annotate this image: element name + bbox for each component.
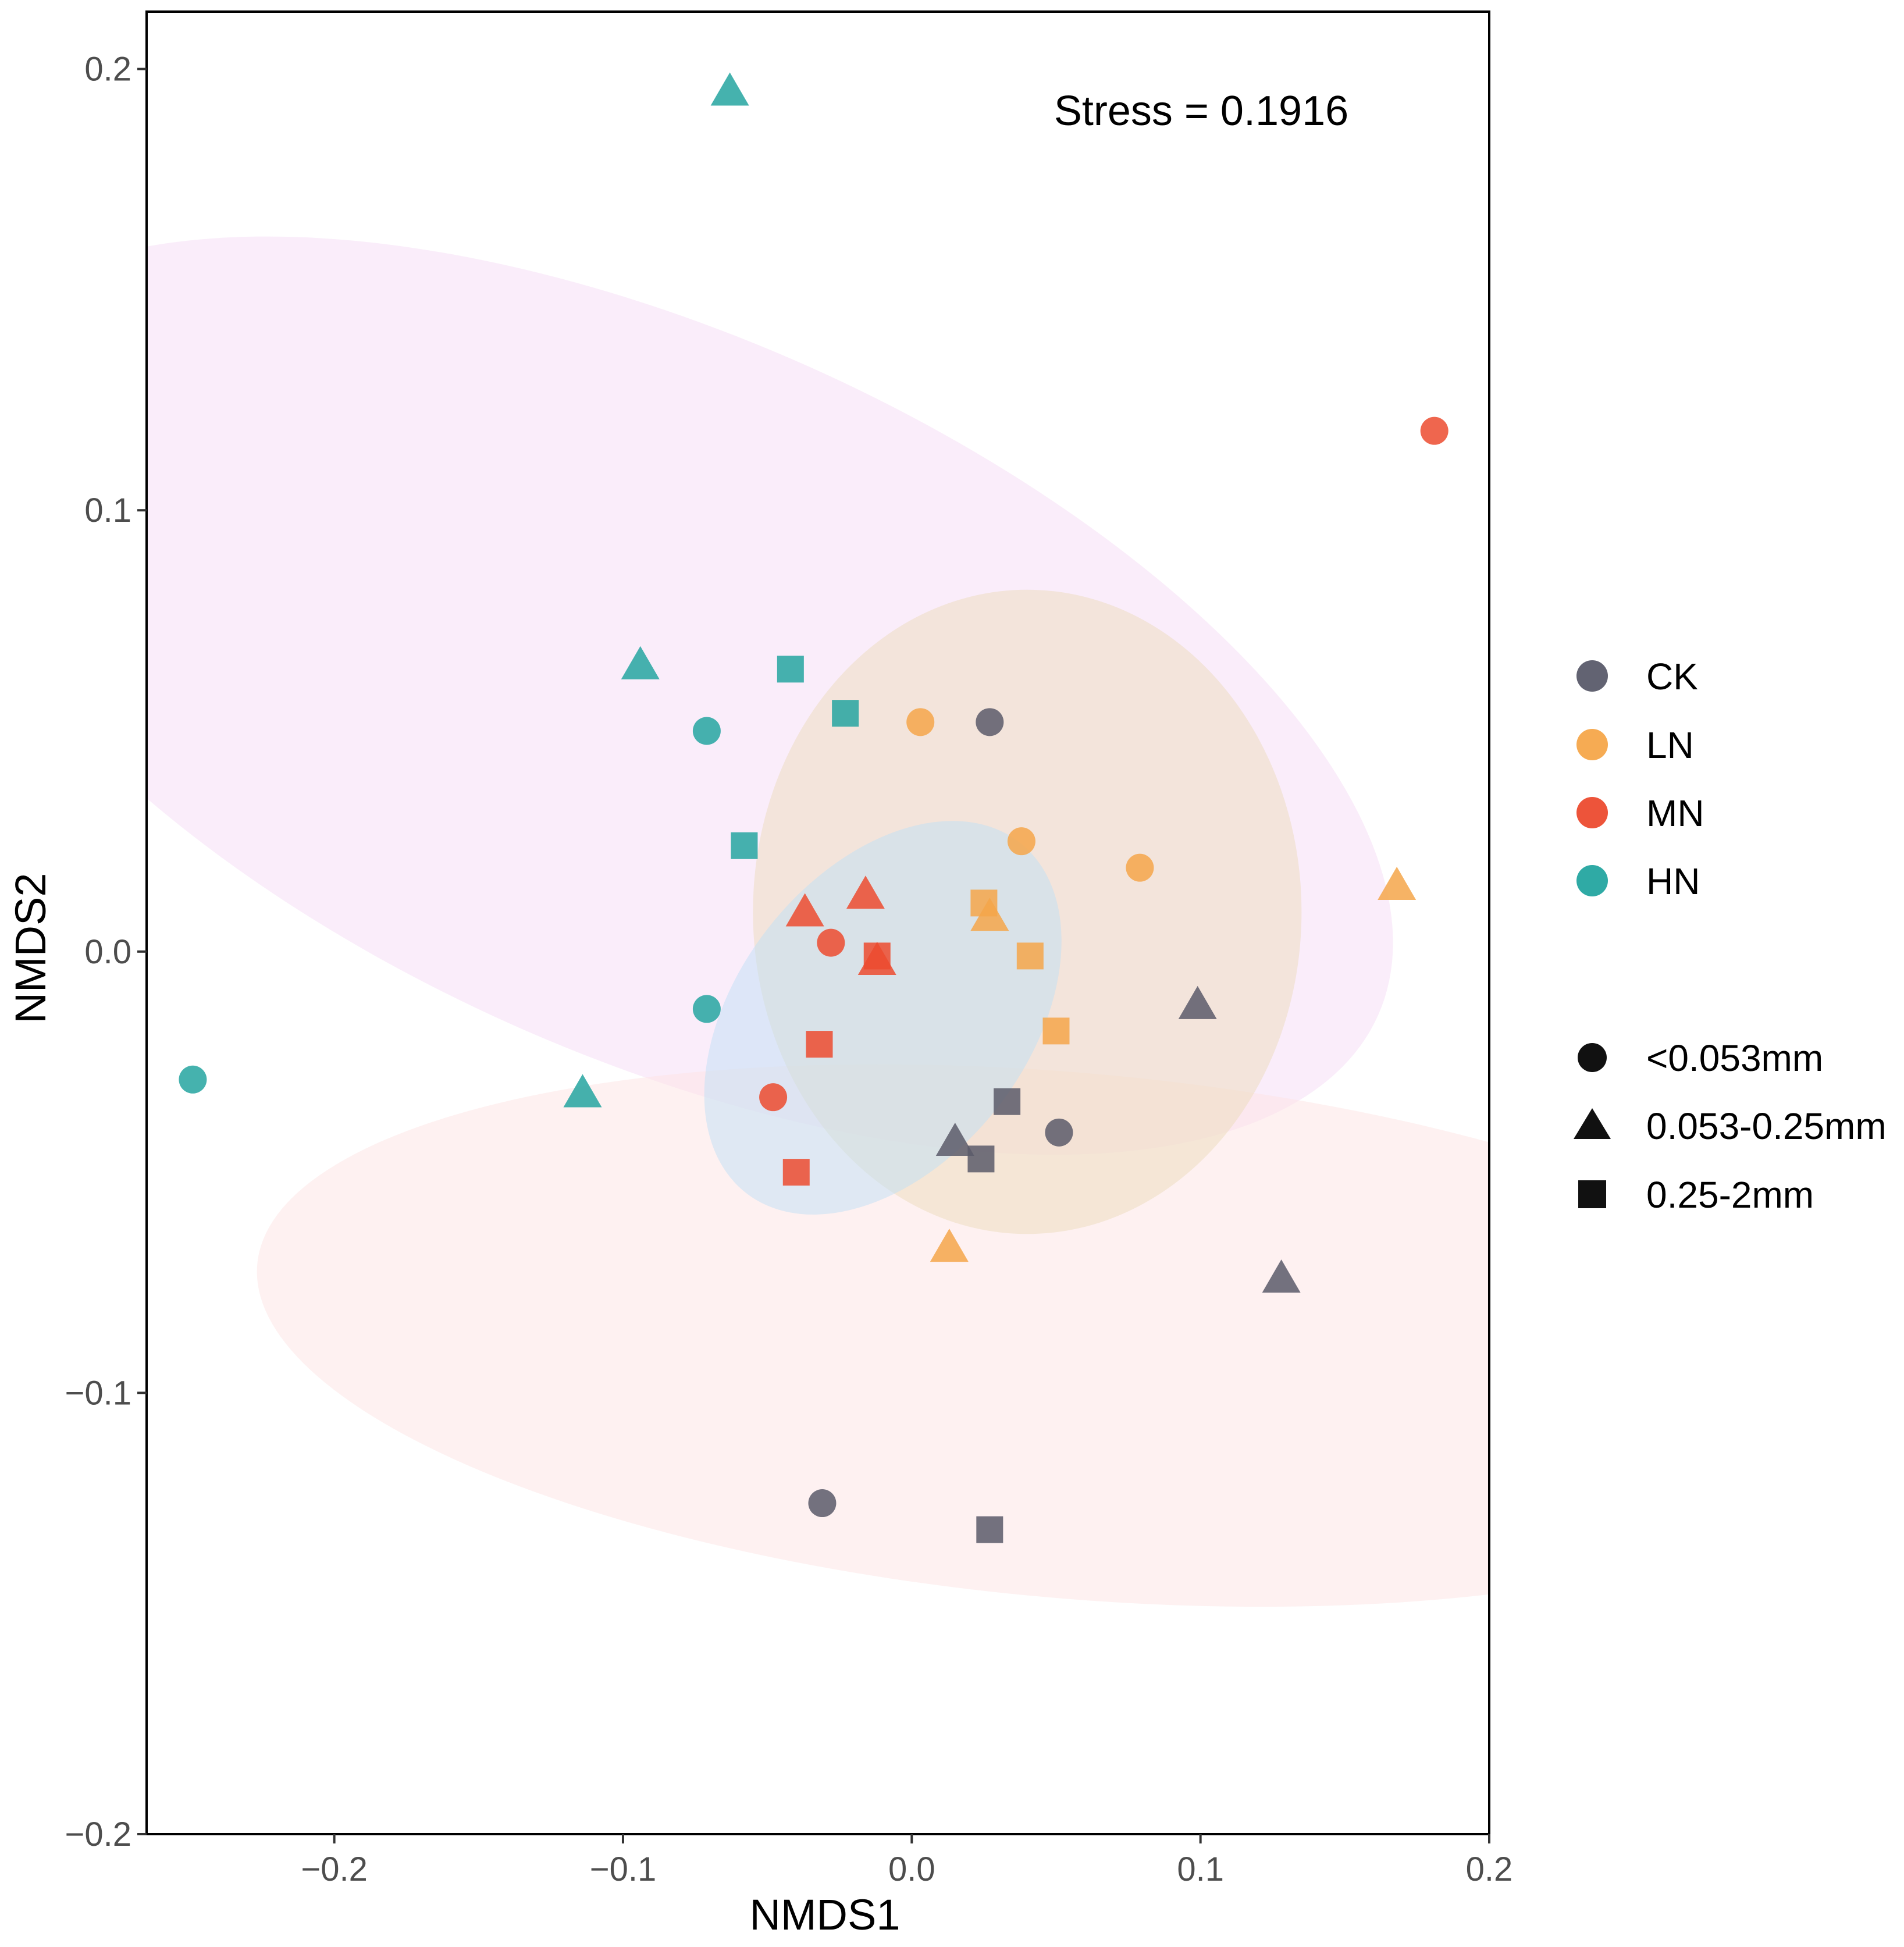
point-ck-square-35 [976,1516,1003,1543]
point-ck-circle-28 [1045,1118,1073,1147]
legend-color-key-hn [1576,865,1608,896]
legend-color-key-ck [1576,660,1608,692]
point-ln-square-17 [1042,1017,1070,1045]
x-tick-label: 0.2 [1466,1850,1513,1888]
point-ck-circle-29 [808,1489,837,1518]
point-ln-triangle-14 [930,1229,969,1262]
point-ck-square-33 [994,1088,1021,1115]
point-hn-square-7 [832,700,859,727]
legend-label-ck: CK [1646,656,1698,697]
y-axis-title: NMDS2 [6,873,55,1023]
point-hn-circle-5 [179,1065,207,1094]
legend-label-medium-fraction: 0.053-0.25mm [1646,1105,1887,1147]
point-mn-triangle-21 [846,875,885,909]
plot-panel-border [145,10,1490,1835]
point-hn-square-8 [731,832,758,859]
point-mn-circle-19 [817,928,845,957]
legend-label-ln: LN [1646,724,1694,766]
point-hn-triangle-0 [710,72,749,106]
point-hn-circle-4 [692,995,721,1023]
data-points [179,72,1449,1543]
y-tick-label: −0.2 [65,1816,132,1853]
ellipse-ck [257,1064,1489,1607]
x-axis-title: NMDS1 [749,1891,900,1939]
point-hn-triangle-2 [563,1074,602,1108]
point-ln-circle-9 [906,708,935,736]
confidence-ellipses [147,236,1489,1607]
point-ck-triangle-31 [935,1123,974,1156]
point-mn-triangle-22 [785,893,824,927]
axes: −0.2 −0.1 0.0 0.1 0.2 −0.2 −0.1 0.0 0.1 0.2 [65,51,1513,1888]
x-tick-label: 0.0 [888,1850,935,1888]
point-ln-circle-10 [1007,827,1035,856]
point-ln-square-16 [1016,942,1044,970]
point-ck-triangle-30 [1178,985,1217,1019]
stress-annotation: Stress = 0.1916 [1054,88,1348,134]
legend-label-small-fraction: <0.053mm [1646,1037,1823,1079]
y-tick-label: −0.1 [65,1374,132,1412]
point-ck-square-34 [967,1145,995,1173]
point-mn-circle-18 [1420,417,1449,445]
x-tick-label: 0.1 [1177,1850,1224,1888]
point-ln-square-15 [970,889,998,917]
point-mn-circle-20 [759,1083,788,1112]
legend-triangle-icon [1574,1108,1611,1139]
point-hn-square-6 [777,656,804,683]
legend-label-mn: MN [1646,792,1704,834]
y-tick-label: 0.1 [84,492,131,529]
x-tick-label: −0.2 [301,1850,368,1888]
legend-label-large-fraction: 0.25-2mm [1646,1174,1814,1216]
legend-color: CK LN MN HN [1576,656,1704,902]
point-hn-circle-3 [692,717,721,745]
y-tick-label: 0.0 [84,933,131,971]
point-mn-square-26 [782,1159,810,1186]
legend-circle-icon [1578,1043,1607,1072]
point-hn-triangle-1 [621,646,660,679]
x-tick-label: −0.1 [590,1850,657,1888]
point-ln-triangle-12 [1378,867,1417,900]
point-mn-square-24 [863,942,891,970]
point-ck-circle-27 [976,708,1004,736]
y-tick-label: 0.2 [84,51,131,88]
legend-shape: <0.053mm 0.053-0.25mm 0.25-2mm [1574,1037,1887,1216]
legend-color-key-ln [1576,729,1608,760]
point-ln-circle-11 [1126,853,1154,882]
legend-square-icon [1578,1180,1606,1208]
legend-color-key-mn [1576,797,1608,828]
point-ck-triangle-32 [1262,1259,1301,1293]
point-mn-square-25 [806,1031,833,1058]
legend-label-hn: HN [1646,860,1700,902]
